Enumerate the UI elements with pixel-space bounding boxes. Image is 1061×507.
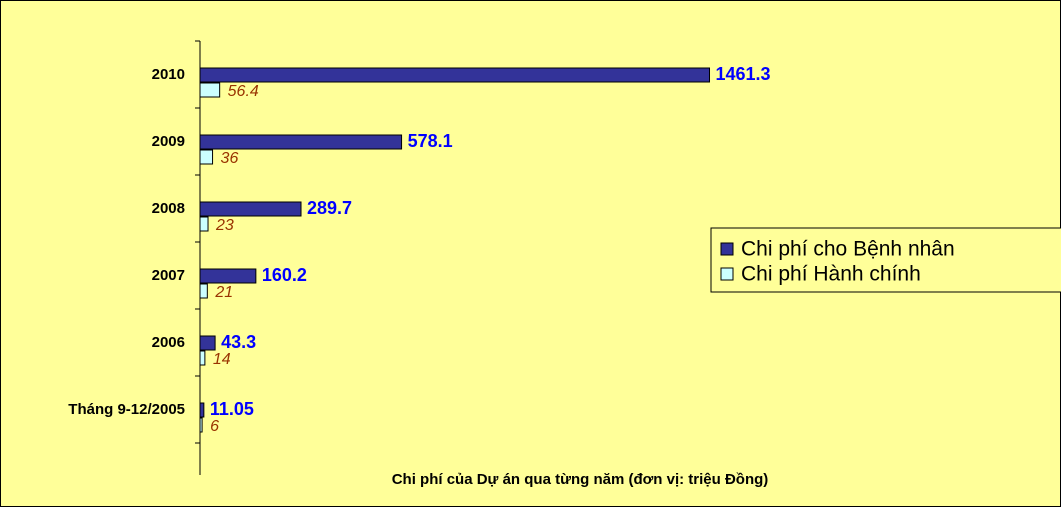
data-label: 160.2 — [262, 265, 307, 285]
data-label: 36 — [221, 150, 239, 167]
bar — [199, 216, 209, 232]
x-axis-label: Chi phí của Dự án qua từng năm (đơn vị: … — [392, 471, 769, 488]
data-label: 21 — [214, 284, 233, 301]
bar — [199, 134, 403, 150]
data-label: 11.05 — [210, 399, 254, 419]
bar — [199, 67, 711, 83]
y-tick-label: 2007 — [152, 267, 185, 284]
bar — [199, 417, 203, 433]
legend-swatch — [720, 242, 734, 256]
bar — [199, 82, 221, 98]
data-label: 578.1 — [408, 131, 453, 151]
data-label: 6 — [210, 418, 219, 435]
data-label: 289.7 — [307, 198, 352, 218]
y-tick-label: Tháng 9-12/2005 — [68, 401, 185, 418]
y-tick-label: 2010 — [152, 66, 185, 83]
bar — [199, 350, 206, 366]
y-tick-label: 2008 — [152, 200, 185, 217]
legend-label: Chi phí cho Bệnh nhân — [741, 238, 955, 261]
legend-swatch — [720, 267, 734, 281]
y-tick-label: 2006 — [152, 334, 185, 351]
bar — [199, 268, 257, 284]
bar — [199, 402, 205, 418]
data-label: 1461.3 — [716, 64, 771, 84]
bar — [199, 149, 214, 165]
legend-label: Chi phí Hành chính — [741, 263, 921, 286]
data-label: 14 — [213, 351, 231, 368]
data-label: 43.3 — [221, 332, 256, 352]
bar — [199, 283, 208, 299]
bar — [199, 201, 302, 217]
y-tick-label: 2009 — [152, 133, 185, 150]
bar — [199, 335, 216, 351]
data-label: 56.4 — [228, 83, 259, 100]
legend-box — [710, 227, 1061, 293]
data-label: 23 — [215, 217, 234, 234]
